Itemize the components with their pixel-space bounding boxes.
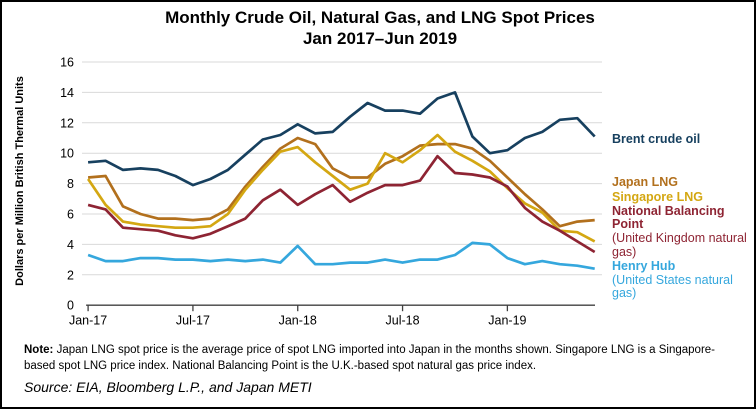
- y-tick-label: 10: [60, 147, 74, 161]
- chart-note: Note: Japan LNG spot price is the averag…: [24, 343, 742, 374]
- legend-henry-hub: Henry Hub: [612, 258, 676, 273]
- x-tick-label: Jul-17: [176, 314, 210, 328]
- note-label: Note:: [24, 344, 54, 356]
- price-chart: Jan-17 Jul-17 Jan-18 Jul-18 Jan-19 0 2 4 6 8 10 12 1…: [60, 56, 602, 328]
- note-text: Japan LNG spot price is the average pric…: [24, 344, 716, 372]
- legend-japan-lng: Japan LNG: [612, 175, 678, 190]
- legend-national-balancing-point-sublabel: (United Kingdom natural gas): [612, 231, 747, 259]
- legend-brent-crude-oil: Brent crude oil: [612, 132, 701, 146]
- y-tick-label: 2: [67, 268, 74, 282]
- source-line: Source: EIA, Bloomberg L.P., and Japan M…: [24, 379, 312, 395]
- title-block: Monthly Crude Oil, Natural Gas, and LNG …: [2, 8, 754, 49]
- chart-subtitle: Jan 2017–Jun 2019: [302, 28, 458, 48]
- legend-singapore-lng: Singapore LNG: [612, 189, 703, 204]
- x-tick-label: Jul-18: [386, 314, 420, 328]
- x-tick-label: Jan-18: [279, 314, 317, 328]
- legend: Brent crude oil Japan LNG Singapore LNG …: [612, 132, 754, 302]
- series-line: [87, 154, 596, 254]
- y-tick-label: 8: [67, 177, 74, 191]
- x-tick-label: Jan-19: [488, 314, 526, 328]
- chart-title: Monthly Crude Oil, Natural Gas, and LNG …: [165, 8, 595, 27]
- y-tick-label: 0: [67, 299, 74, 313]
- series-line: [87, 91, 596, 187]
- y-tick-label: 14: [60, 86, 74, 100]
- y-tick-label: 12: [60, 116, 74, 130]
- legend-national-balancing-point: National Balancing Point: [612, 203, 725, 231]
- series-line: [87, 241, 595, 271]
- x-tick-label: Jan-17: [69, 314, 107, 328]
- legend-henry-hub-sublabel: (United States natural gas): [612, 273, 733, 301]
- y-tick-label: 6: [67, 208, 74, 222]
- y-tick-label: 16: [60, 56, 74, 70]
- y-tick-label: 4: [67, 238, 74, 252]
- series-line: [87, 136, 595, 228]
